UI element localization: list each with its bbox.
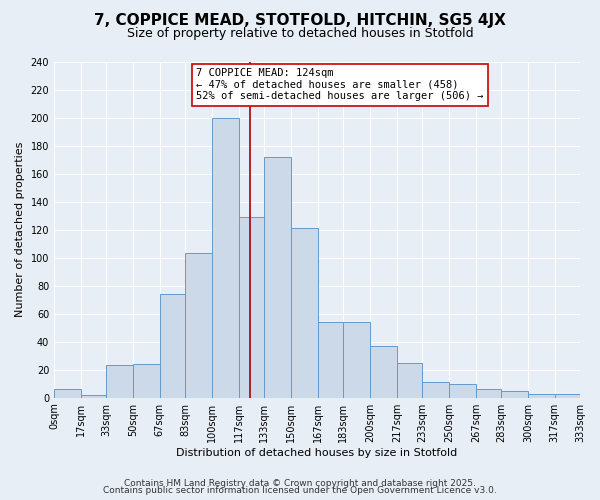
Text: Size of property relative to detached houses in Stotfold: Size of property relative to detached ho… (127, 28, 473, 40)
Bar (160, 294, 185, 398)
Bar (370, 346, 397, 398)
X-axis label: Distribution of detached houses by size in Stotfold: Distribution of detached houses by size … (176, 448, 458, 458)
Bar (54, 390, 81, 398)
Bar (264, 157, 291, 398)
Bar (81, 395, 106, 398)
Bar (212, 118, 239, 398)
Bar (528, 394, 555, 398)
Text: Contains public sector information licensed under the Open Government Licence v3: Contains public sector information licen… (103, 486, 497, 495)
Bar (133, 364, 160, 398)
Bar (318, 322, 343, 398)
Text: 7, COPPICE MEAD, STOTFOLD, HITCHIN, SG5 4JX: 7, COPPICE MEAD, STOTFOLD, HITCHIN, SG5 … (94, 12, 506, 28)
Text: 7 COPPICE MEAD: 124sqm
← 47% of detached houses are smaller (458)
52% of semi-de: 7 COPPICE MEAD: 124sqm ← 47% of detached… (196, 68, 484, 102)
Bar (449, 384, 476, 398)
Bar (343, 322, 370, 398)
Bar (422, 382, 449, 398)
Bar (291, 228, 318, 398)
Bar (106, 366, 133, 398)
Bar (185, 254, 212, 398)
Bar (555, 394, 580, 398)
Y-axis label: Number of detached properties: Number of detached properties (15, 142, 25, 318)
Bar (476, 390, 501, 398)
Bar (397, 362, 422, 398)
Bar (501, 390, 528, 398)
Bar (239, 217, 264, 398)
Text: Contains HM Land Registry data © Crown copyright and database right 2025.: Contains HM Land Registry data © Crown c… (124, 478, 476, 488)
